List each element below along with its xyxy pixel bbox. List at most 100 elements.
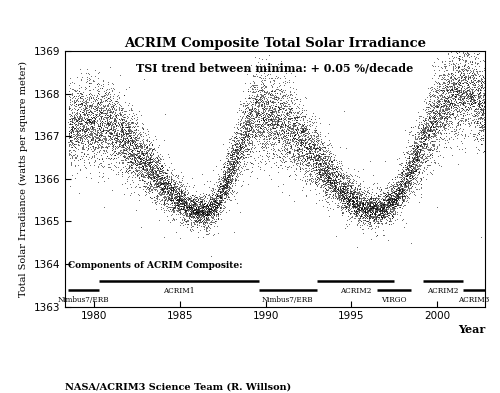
Point xyxy=(182,191,190,197)
Point xyxy=(371,200,379,206)
Point xyxy=(365,199,373,205)
Point xyxy=(447,120,455,127)
Point xyxy=(126,158,134,164)
Point xyxy=(380,213,388,219)
Point xyxy=(129,143,137,149)
Point xyxy=(238,182,246,188)
Point xyxy=(152,180,160,186)
Point xyxy=(372,206,380,212)
Point xyxy=(229,165,237,171)
Point xyxy=(136,158,144,165)
Point xyxy=(232,144,240,150)
Point xyxy=(454,88,462,94)
Point xyxy=(320,165,328,171)
Point xyxy=(70,119,78,126)
Point xyxy=(430,115,438,121)
Point xyxy=(146,168,154,174)
Point xyxy=(414,156,422,163)
Point xyxy=(452,93,460,99)
Point xyxy=(390,189,398,195)
Point xyxy=(271,115,279,121)
Point xyxy=(474,90,482,97)
Point xyxy=(112,150,120,156)
Point xyxy=(452,94,460,100)
Point xyxy=(338,185,345,191)
Point xyxy=(323,189,331,195)
Point xyxy=(164,194,172,200)
Point xyxy=(278,101,286,108)
Point xyxy=(230,153,237,159)
Point xyxy=(108,121,116,128)
Point xyxy=(323,169,331,176)
Point xyxy=(149,145,157,152)
Point xyxy=(150,178,158,184)
Point xyxy=(359,189,367,195)
Point xyxy=(234,149,242,155)
Point xyxy=(254,119,262,126)
Point xyxy=(94,121,102,128)
Point xyxy=(425,132,433,138)
Point xyxy=(362,204,370,211)
Point xyxy=(346,196,354,202)
Point xyxy=(361,209,369,215)
Point xyxy=(190,201,198,207)
Point xyxy=(230,141,238,148)
Point xyxy=(258,121,266,127)
Point xyxy=(294,158,302,164)
Point xyxy=(454,99,462,105)
Point xyxy=(303,144,311,151)
Point xyxy=(342,185,350,192)
Point xyxy=(300,128,308,134)
Point xyxy=(232,150,240,156)
Point xyxy=(210,192,218,198)
Point xyxy=(120,131,128,137)
Point xyxy=(271,108,279,114)
Point xyxy=(97,101,105,108)
Point xyxy=(66,130,74,136)
Point xyxy=(378,207,386,213)
Point xyxy=(182,206,190,213)
Point xyxy=(232,166,240,172)
Point xyxy=(364,202,372,208)
Point xyxy=(382,204,390,210)
Point xyxy=(392,199,400,205)
Point xyxy=(394,186,402,193)
Point xyxy=(165,194,173,200)
Point xyxy=(376,184,384,190)
Point xyxy=(348,203,356,209)
Point xyxy=(302,162,310,168)
Point xyxy=(231,196,239,202)
Point xyxy=(106,97,114,104)
Point xyxy=(306,118,314,124)
Point xyxy=(330,178,338,185)
Point xyxy=(207,204,215,211)
Point xyxy=(404,179,411,185)
Point xyxy=(159,188,167,194)
Point xyxy=(356,214,364,220)
Point xyxy=(480,99,488,105)
Point xyxy=(128,140,136,147)
Point xyxy=(254,121,262,127)
Point xyxy=(306,173,314,179)
Point xyxy=(122,130,130,136)
Point xyxy=(433,100,441,106)
Point xyxy=(214,209,222,216)
Point xyxy=(155,164,163,170)
Point xyxy=(446,58,454,64)
Point xyxy=(280,129,288,135)
Point xyxy=(120,141,128,147)
Point xyxy=(131,158,139,165)
Point xyxy=(414,166,422,173)
Point xyxy=(420,141,428,147)
Point xyxy=(318,151,326,157)
Point xyxy=(464,87,471,94)
Point xyxy=(458,86,466,92)
Point xyxy=(386,195,394,202)
Point xyxy=(90,119,98,125)
Point xyxy=(433,103,441,109)
Point xyxy=(422,158,430,164)
Point xyxy=(149,171,157,177)
Point xyxy=(228,160,236,166)
Point xyxy=(380,206,388,213)
Point xyxy=(220,183,228,189)
